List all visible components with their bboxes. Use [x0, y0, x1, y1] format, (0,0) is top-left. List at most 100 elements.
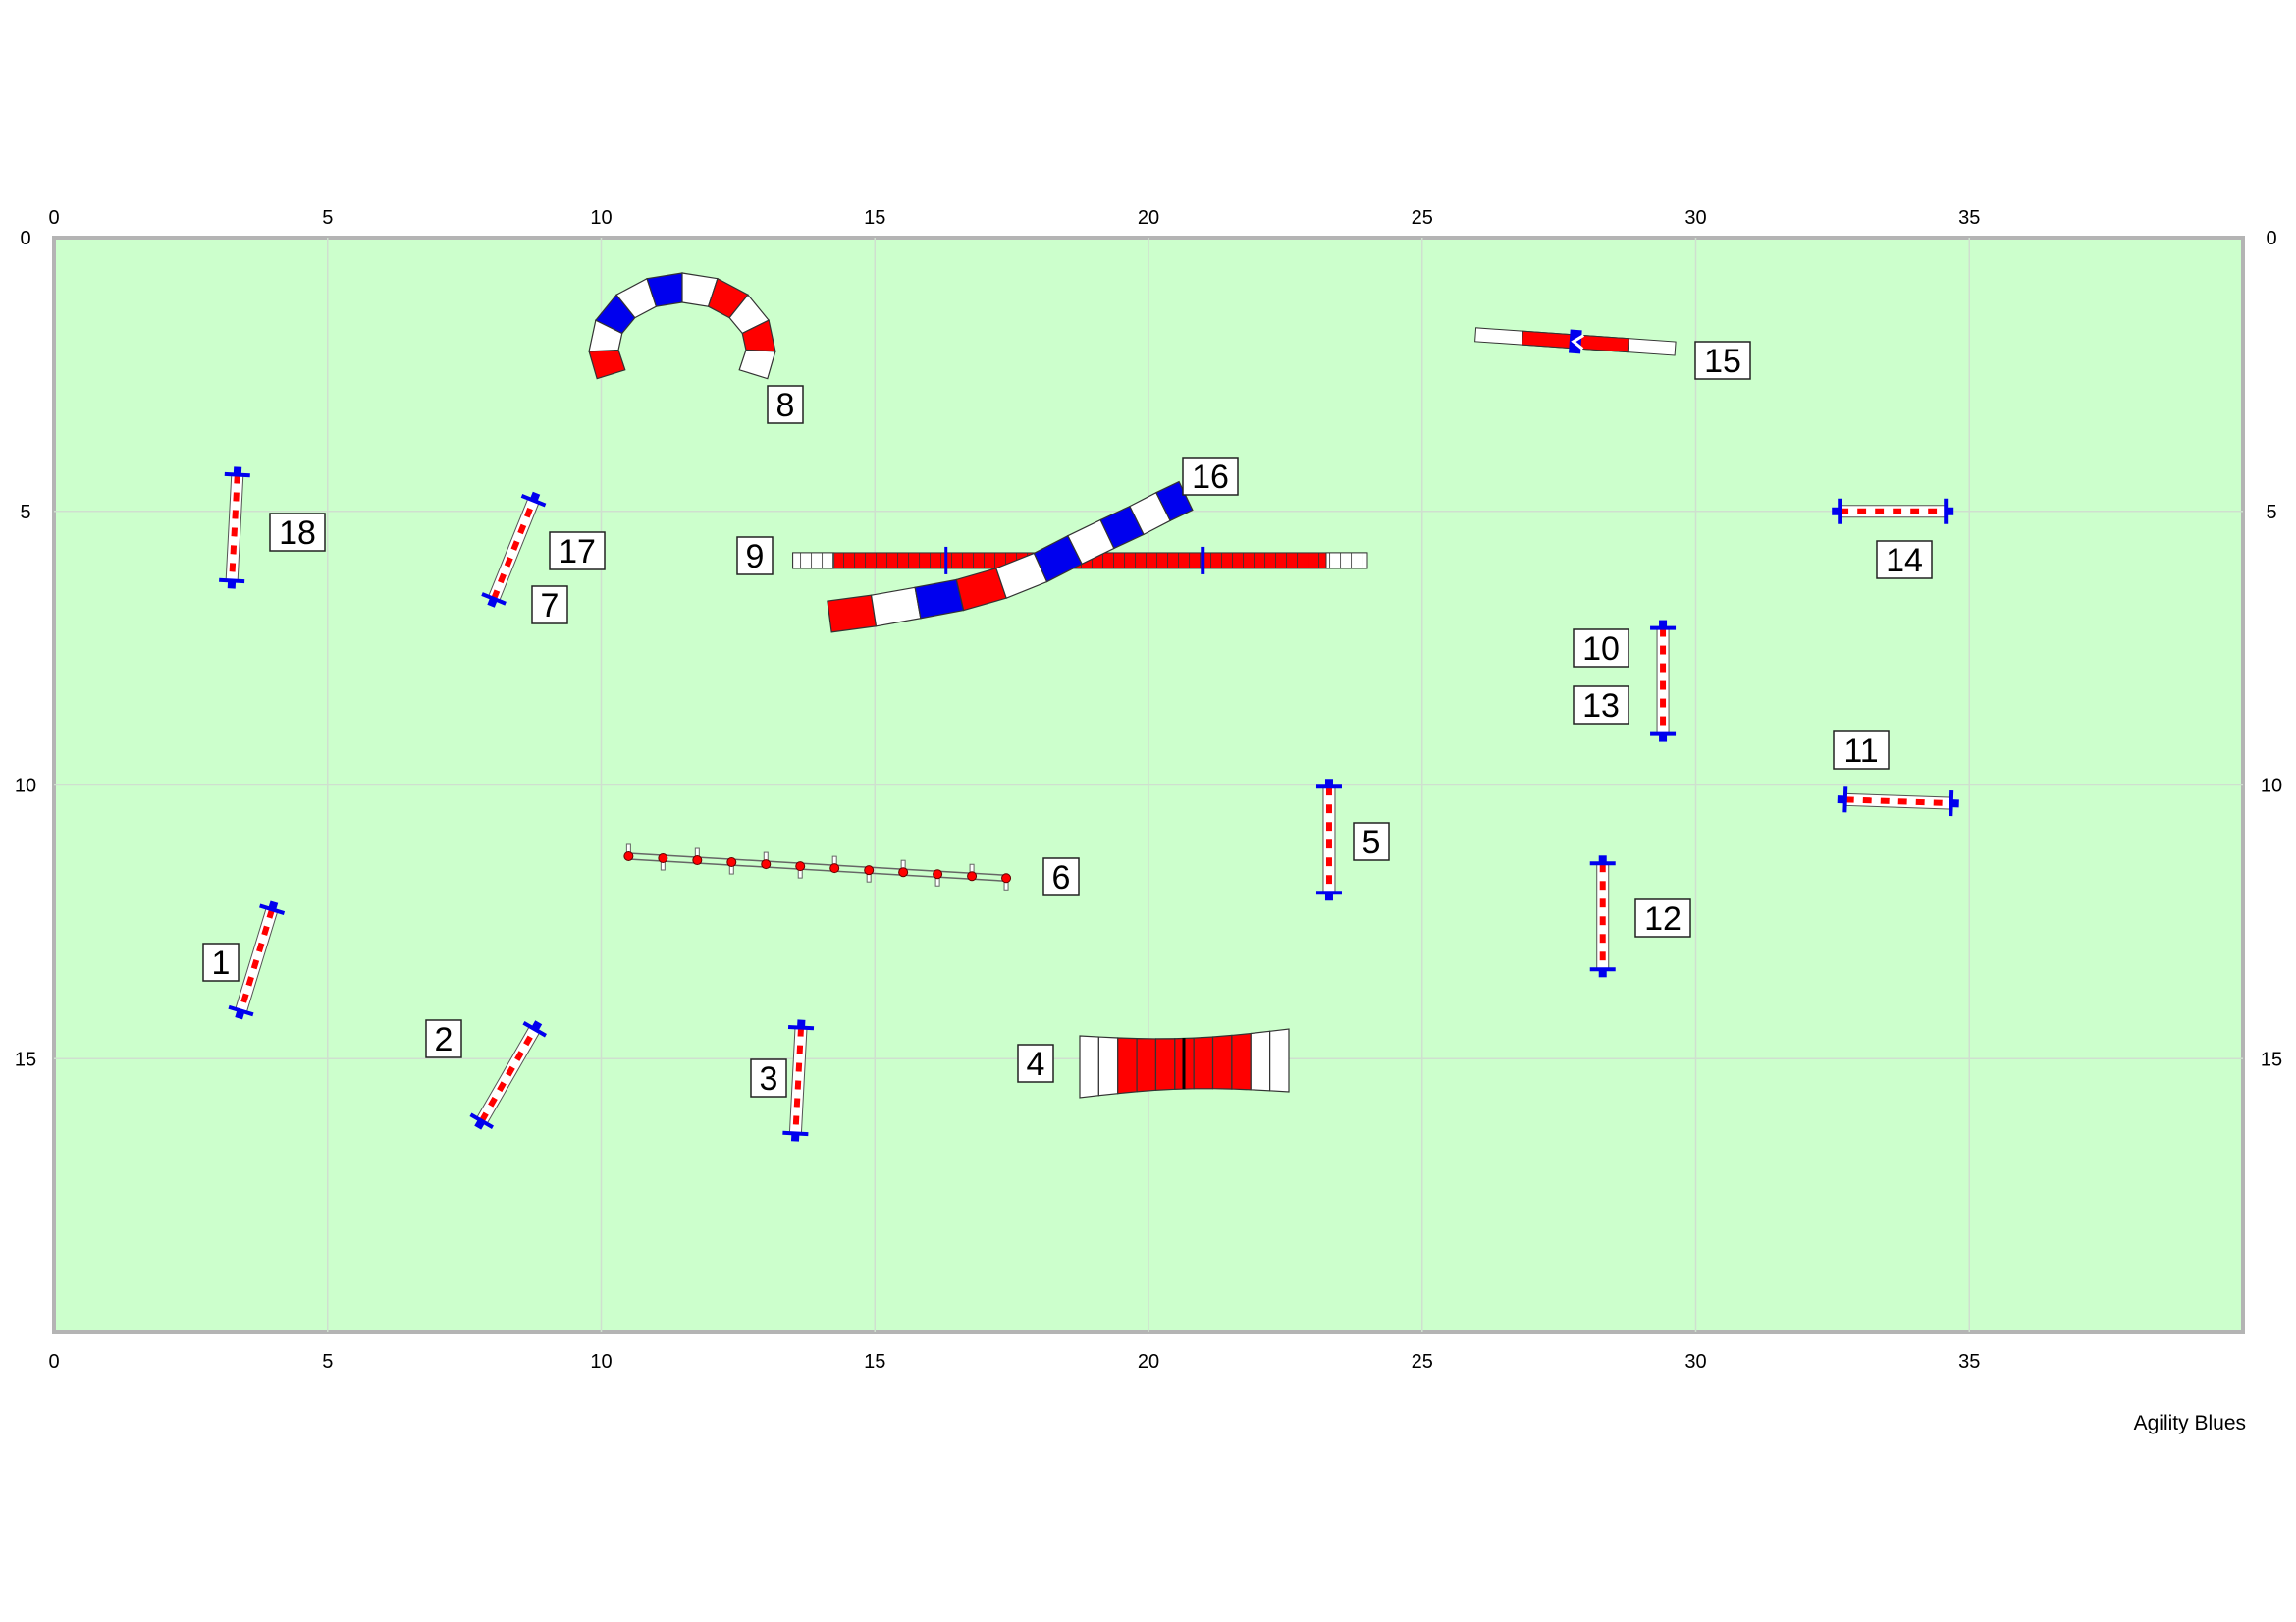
weave-poles — [623, 843, 1012, 891]
x-tick-label: 5 — [322, 1351, 333, 1373]
obstacle-number-16: 16 — [1182, 457, 1239, 496]
weave-pole — [761, 859, 772, 870]
x-tick-label: 30 — [1684, 1351, 1706, 1373]
number-text: 15 — [1704, 343, 1741, 380]
bar-stripe — [245, 976, 254, 987]
bar-stripe — [507, 548, 517, 560]
obstacle-number-12: 12 — [1634, 898, 1691, 938]
bar-stripe — [258, 934, 268, 945]
jump-12 — [1589, 855, 1616, 978]
tunnel-segment — [827, 594, 878, 633]
number-text: 4 — [1027, 1046, 1045, 1083]
bar-stripe — [261, 925, 270, 936]
tunnel-segment — [1097, 1036, 1119, 1097]
number-box — [549, 531, 606, 570]
x-tick-label: 25 — [1412, 207, 1433, 229]
x-tick-label: 10 — [590, 1351, 612, 1373]
y-tick-label: 0 — [20, 228, 30, 249]
number-box — [1042, 857, 1080, 896]
tunnel-segment — [1117, 1037, 1138, 1095]
jump-post — [787, 1024, 815, 1031]
obstacle-number-11: 11 — [1833, 730, 1890, 770]
number-box — [1573, 685, 1629, 725]
obstacle-number-5: 5 — [1353, 822, 1390, 861]
number-box — [425, 1019, 462, 1058]
jump-post — [520, 493, 547, 508]
seesaw — [1474, 327, 1677, 356]
bar-stripe — [510, 540, 520, 551]
x-tick-label: 35 — [1958, 207, 1980, 229]
bar-stripe — [509, 1057, 520, 1069]
jump-post — [469, 1112, 494, 1129]
number-box — [1573, 628, 1629, 668]
weave-pole — [726, 857, 737, 868]
number-text: 5 — [1362, 824, 1381, 861]
bar-stripe — [514, 1051, 524, 1061]
contact-zone — [792, 552, 835, 569]
bar-stripe — [242, 984, 252, 996]
number-box — [767, 385, 804, 424]
bar-stripe — [488, 1096, 498, 1108]
number-text: 6 — [1052, 859, 1071, 896]
jump-11 — [1837, 786, 1959, 817]
bar-stripe — [256, 942, 265, 953]
bar-stripe — [498, 572, 507, 584]
tunnel-segment — [1269, 1028, 1290, 1093]
obstacle-number-9: 9 — [736, 536, 774, 575]
tunnel-segment — [1136, 1038, 1157, 1093]
number-box — [1694, 341, 1751, 380]
number-text: 17 — [559, 533, 596, 570]
weave-pole — [623, 850, 634, 861]
x-tick-label: 25 — [1412, 1351, 1433, 1373]
number-text: 7 — [541, 587, 560, 624]
bar-stripe — [248, 967, 257, 978]
jump-post — [481, 592, 507, 606]
number-box — [1833, 730, 1890, 770]
number-text: 12 — [1644, 900, 1682, 938]
jump-post — [219, 577, 245, 584]
jump-3 — [782, 1019, 815, 1142]
obstacle-number-3: 3 — [750, 1058, 787, 1098]
obstacle-number-8: 8 — [767, 385, 804, 424]
number-text: 10 — [1582, 630, 1620, 668]
bar-stripe — [523, 1035, 533, 1047]
bar-stripe — [518, 1043, 529, 1054]
weave-pole — [692, 855, 703, 866]
jump-1 — [228, 900, 286, 1020]
jump-10 — [1650, 620, 1677, 742]
number-box — [531, 585, 568, 624]
tunnel-segment — [1079, 1035, 1099, 1099]
y-tick-label: 15 — [2261, 1049, 2282, 1070]
tunnel-segment — [1154, 1038, 1176, 1091]
number-text: 8 — [776, 387, 795, 424]
number-text: 11 — [1843, 732, 1878, 770]
bar-stripe — [520, 515, 530, 526]
bar-stripe — [494, 581, 504, 592]
obstacle-number-10: 10 — [1573, 628, 1629, 668]
obstacle-number-6: 6 — [1042, 857, 1080, 896]
number-box — [202, 943, 240, 982]
obstacle-number-17: 17 — [549, 531, 606, 570]
bar-stripe — [524, 507, 533, 518]
number-text: 16 — [1192, 459, 1229, 496]
jump-5 — [1315, 779, 1342, 901]
number-text: 13 — [1582, 687, 1620, 725]
number-box — [750, 1058, 787, 1098]
x-tick-label: 0 — [48, 207, 59, 229]
jump-post — [782, 1130, 809, 1137]
bar-stripe — [483, 1104, 494, 1115]
obstacle-number-13: 13 — [1573, 685, 1629, 725]
y-tick-label: 5 — [2266, 502, 2276, 523]
y-tick-label: 5 — [20, 502, 30, 523]
jump-2 — [469, 1020, 547, 1130]
weave-pole — [795, 861, 806, 872]
tunnel-segment — [738, 349, 776, 380]
bar-stripe — [253, 950, 262, 961]
x-tick-label: 20 — [1138, 1351, 1159, 1373]
tunnel-segment — [1231, 1032, 1252, 1091]
tunnel-segment — [1193, 1036, 1214, 1090]
bar-stripe — [263, 916, 273, 928]
jump-post — [1842, 786, 1848, 813]
weave-rail — [628, 852, 1007, 877]
bar-stripe — [497, 1081, 507, 1093]
